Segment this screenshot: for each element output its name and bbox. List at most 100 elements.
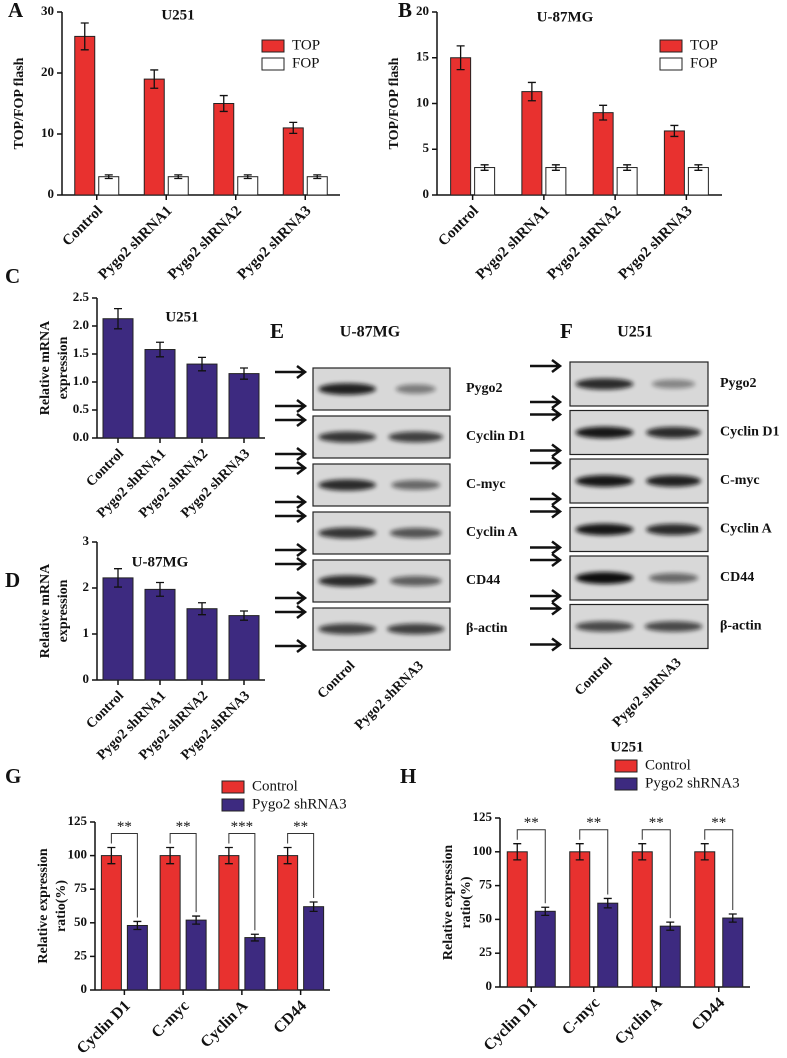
blot-row-label: C-myc <box>720 473 760 488</box>
bar <box>102 577 134 681</box>
blot-band <box>644 621 703 632</box>
error-bar <box>694 164 703 171</box>
blot-band <box>388 431 444 443</box>
blot-row-label: Pygo2 <box>720 376 757 391</box>
error-bar <box>114 568 122 588</box>
panel-letter: D <box>5 568 20 592</box>
error-bar <box>541 906 550 916</box>
x-tick-label: Pygo2 shRNA3 <box>235 203 315 283</box>
error-bar <box>198 602 206 616</box>
blot-row-label: Cyclin A <box>720 522 773 537</box>
chart-title: U-87MG <box>132 554 189 570</box>
error-bar <box>480 164 489 171</box>
y-tick-label: 0 <box>423 186 430 201</box>
y-tick-label: 30 <box>41 3 54 18</box>
y-tick-label: 2.0 <box>73 317 89 332</box>
error-bar <box>456 45 465 71</box>
error-bar <box>309 901 318 913</box>
error-bar <box>133 920 142 931</box>
bar <box>143 78 165 196</box>
x-tick-label: CD44 <box>688 994 728 1034</box>
error-bar <box>104 174 113 180</box>
error-bar <box>670 124 679 138</box>
blot-band <box>575 572 634 584</box>
x-tick-label: Cyclin A <box>197 997 251 1051</box>
arrow <box>275 413 308 427</box>
bar <box>592 112 614 196</box>
chart-title: U251 <box>165 309 198 325</box>
significance-label: ** <box>649 815 664 831</box>
arrow <box>275 639 308 653</box>
legend-swatch <box>614 759 638 773</box>
y-tick-label: 20 <box>416 3 429 18</box>
x-tick-label: Pygo2 shRNA2 <box>544 203 624 283</box>
error-bar <box>289 121 298 135</box>
x-tick-label: Pygo2 shRNA1 <box>96 203 176 283</box>
error-bar <box>513 843 522 861</box>
error-bar <box>107 846 116 865</box>
arrow <box>530 443 563 458</box>
panel-letter: C <box>5 264 20 288</box>
error-bar <box>192 915 201 925</box>
arrow <box>275 509 308 523</box>
error-bar <box>250 933 259 942</box>
y-tick-label: 5 <box>423 140 430 155</box>
error-bar <box>156 341 164 358</box>
significance-label: ** <box>176 819 191 835</box>
legend-label: Pygo2 shRNA3 <box>645 775 740 791</box>
arrow <box>530 492 563 506</box>
significance-bracket <box>516 829 546 904</box>
x-tick-label: Control <box>435 203 481 249</box>
blot-band <box>389 575 442 587</box>
bar <box>186 608 218 681</box>
bar <box>722 917 744 988</box>
blot-band <box>318 479 377 491</box>
bar <box>126 924 148 991</box>
blot-band <box>651 379 696 389</box>
significance-label: ** <box>711 815 726 831</box>
y-tick-label: 125 <box>473 809 493 824</box>
arrow <box>275 591 308 605</box>
lane-label: Pygo2 shRNA3 <box>352 658 427 733</box>
blot-band <box>575 621 634 632</box>
y-tick-label: 3 <box>83 533 90 548</box>
legend-label: TOP <box>292 37 320 53</box>
error-bar <box>224 846 233 865</box>
y-tick-label: 0 <box>83 671 90 686</box>
panel-letter: G <box>5 764 21 788</box>
blot-row-label: β-actin <box>466 621 508 636</box>
y-axis-label: Relative mRNA <box>38 320 53 415</box>
legend-label: Pygo2 shRNA3 <box>252 796 347 812</box>
y-axis-label: ratio(%) <box>54 880 69 932</box>
legend-swatch <box>221 780 245 794</box>
blot-band <box>575 426 634 439</box>
y-tick-label: 2 <box>83 579 90 594</box>
error-bar <box>114 307 122 330</box>
bar <box>277 855 299 991</box>
arrow <box>530 359 563 373</box>
error-bar <box>240 367 248 380</box>
bar <box>213 103 235 196</box>
blot-title: U-87MG <box>340 324 401 341</box>
legend-label: Control <box>645 757 691 773</box>
y-tick-label: 75 <box>479 877 493 892</box>
chart-title: U-87MG <box>537 9 594 25</box>
bar <box>237 176 259 196</box>
blot-band <box>645 426 702 439</box>
blot-row-label: Pygo2 <box>466 381 503 396</box>
panel-letter: H <box>400 764 416 788</box>
arrow <box>275 447 308 461</box>
bar <box>506 851 528 988</box>
blot-band <box>389 527 442 539</box>
y-tick-label: 10 <box>41 125 54 140</box>
bar <box>228 615 260 681</box>
y-tick-label: 2.5 <box>73 289 90 304</box>
blot-band <box>648 573 699 583</box>
blot-band <box>575 523 634 536</box>
bar <box>144 588 176 681</box>
error-bar <box>80 22 89 51</box>
blot-band <box>575 475 634 487</box>
y-axis-label: expression <box>56 579 71 642</box>
blot-row-label: Cyclin A <box>466 525 519 540</box>
